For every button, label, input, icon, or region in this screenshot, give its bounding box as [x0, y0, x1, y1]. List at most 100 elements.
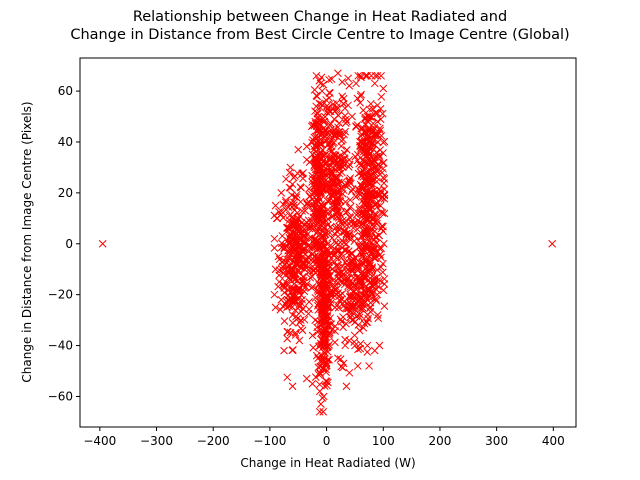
scatter-point — [289, 235, 298, 244]
scatter-point — [308, 272, 317, 281]
scatter-point — [333, 209, 342, 217]
scatter-point — [337, 253, 346, 262]
scatter-point — [376, 276, 384, 285]
scatter-point — [373, 117, 382, 126]
scatter-point — [378, 209, 387, 217]
scatter-point — [369, 145, 378, 154]
scatter-point — [369, 119, 377, 128]
scatter-point — [278, 262, 287, 271]
y-tick-label: 20 — [58, 186, 73, 200]
scatter-point — [355, 186, 363, 195]
scatter-point — [353, 362, 362, 370]
scatter-point — [290, 201, 298, 209]
scatter-point — [348, 185, 357, 193]
scatter-point — [336, 355, 345, 363]
scatter-point — [286, 183, 295, 192]
scatter-point — [276, 305, 285, 314]
scatter-point — [293, 242, 301, 251]
scatter-point — [332, 246, 341, 255]
scatter-point — [345, 213, 354, 221]
scatter-point — [333, 278, 342, 287]
scatter-point — [329, 105, 337, 113]
scatter-point — [342, 246, 351, 254]
scatter-point — [335, 225, 343, 234]
scatter-point — [296, 183, 305, 191]
x-axis-label: Change in Heat Radiated (W) — [240, 456, 415, 470]
scatter-point — [338, 78, 347, 86]
scatter-point — [359, 144, 368, 153]
scatter-point — [314, 157, 323, 165]
scatter-point — [352, 285, 361, 294]
scatter-point — [363, 341, 372, 350]
scatter-point — [340, 181, 349, 189]
scatter-point — [357, 132, 365, 141]
scatter-point — [369, 282, 378, 291]
scatter-point — [378, 109, 387, 118]
scatter-point — [346, 174, 355, 183]
scatter-point — [368, 170, 376, 179]
scatter-point — [286, 328, 295, 337]
scatter-point — [370, 190, 379, 199]
scatter-point — [327, 155, 335, 163]
scatter-point — [317, 232, 326, 241]
scatter-point — [331, 338, 339, 347]
x-tick-label: 300 — [485, 434, 508, 448]
y-tick-label: −20 — [48, 288, 73, 302]
scatter-point — [333, 202, 342, 211]
scatter-point — [332, 179, 341, 188]
scatter-point — [375, 341, 384, 350]
scatter-point — [290, 293, 299, 302]
scatter-point — [363, 71, 372, 80]
scatter-point — [328, 176, 337, 185]
scatter-point — [361, 71, 370, 80]
scatter-point — [319, 231, 328, 240]
scatter-point — [305, 198, 314, 207]
scatter-point — [335, 292, 343, 301]
scatter-point — [352, 220, 361, 228]
scatter-point — [341, 111, 349, 120]
scatter-point — [313, 255, 321, 264]
scatter-point — [270, 244, 279, 252]
scatter-point — [355, 243, 363, 251]
scatter-point — [343, 207, 352, 216]
scatter-point — [355, 310, 364, 319]
scatter-point — [368, 104, 377, 113]
scatter-point — [270, 234, 279, 243]
scatter-point — [359, 124, 367, 133]
scatter-point — [330, 115, 339, 123]
scatter-point — [344, 163, 353, 171]
scatter-point — [376, 115, 385, 124]
scatter-point — [305, 185, 313, 193]
scatter-point — [380, 174, 389, 183]
scatter-point — [331, 282, 340, 291]
scatter-point — [367, 248, 376, 257]
scatter-point — [277, 189, 286, 197]
scatter-point — [323, 300, 332, 308]
x-tick-label: −400 — [83, 434, 116, 448]
scatter-point — [365, 180, 373, 189]
scatter-point — [352, 211, 361, 219]
scatter-point — [367, 250, 376, 259]
scatter-point — [347, 218, 356, 227]
scatter-point — [371, 295, 380, 303]
x-tick-label: −100 — [253, 434, 286, 448]
scatter-point — [365, 362, 373, 370]
scatter-point — [348, 279, 357, 288]
scatter-point — [548, 239, 557, 248]
scatter-point — [322, 368, 330, 377]
scatter-point — [364, 126, 373, 134]
scatter-point — [324, 378, 332, 387]
scatter-point — [314, 187, 323, 196]
scatter-point — [319, 185, 328, 194]
scatter-point — [348, 250, 356, 259]
scatter-point — [340, 149, 349, 158]
scatter-point — [344, 273, 353, 282]
scatter-point — [324, 302, 333, 311]
scatter-point — [334, 69, 342, 78]
scatter-point — [370, 276, 379, 285]
scatter-point — [357, 282, 366, 291]
scatter-point — [357, 144, 365, 152]
scatter-point — [350, 237, 359, 245]
scatter-point — [298, 326, 307, 335]
scatter-point — [372, 296, 381, 305]
